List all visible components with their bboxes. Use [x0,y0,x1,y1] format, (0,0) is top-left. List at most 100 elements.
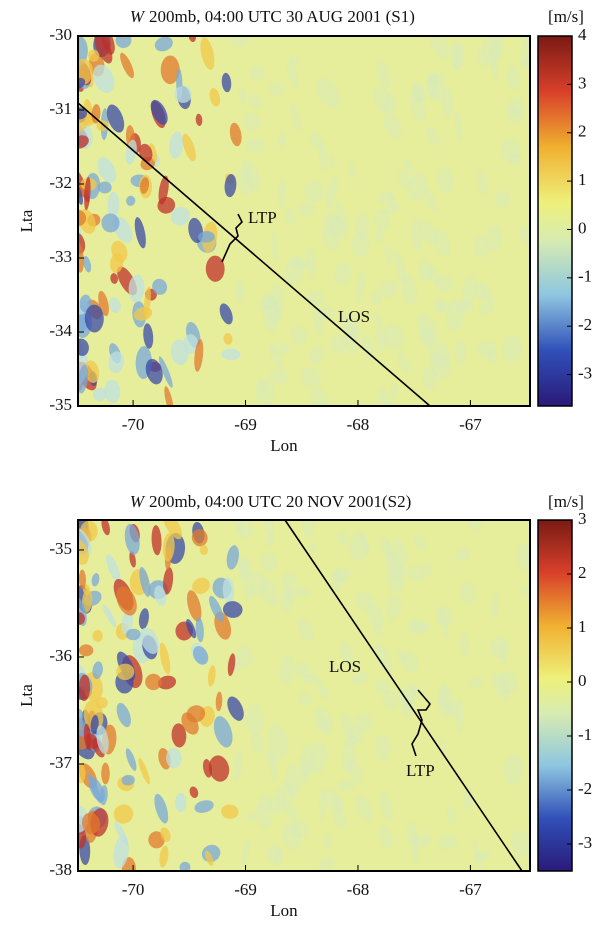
field-blob [277,132,287,148]
field-blob [191,529,208,547]
field-blob [398,690,414,712]
field-blob [78,569,86,590]
field-blob [140,627,160,655]
colorbar-tick-label: -3 [578,363,592,382]
field-blob [374,209,391,231]
field-blob [195,113,203,127]
y-tick-label: -37 [49,753,72,772]
field-blob [383,690,399,709]
field-blob [91,573,100,587]
field-blob [407,619,427,635]
y-axis-label: Lta [17,209,36,232]
field-blob [227,696,244,721]
field-blob [426,75,446,102]
colorbar [537,519,573,872]
field-blob [450,41,462,70]
field-blob [258,795,272,810]
field-blob [430,36,450,59]
field-blob [279,653,295,686]
field-blob [140,177,150,194]
field-blob [301,367,321,389]
field-blob [160,827,171,842]
field-blob [92,387,107,402]
field-blob [197,231,215,243]
field-blob [361,334,374,360]
field-blob [325,175,338,210]
field-blob [125,748,137,771]
field-blob [106,554,121,583]
field-blob [377,387,395,406]
field-blob [209,595,224,622]
field-blob [343,324,360,355]
field-blob [154,585,167,606]
field-blob [124,523,140,555]
y-tick-label: -35 [49,395,72,414]
field-blob [78,135,89,149]
field-blob [85,733,99,750]
field-blob [121,610,134,635]
field-blob [394,251,407,284]
annotation: LTP [406,761,435,780]
field-blob [269,342,290,355]
field-blob [174,85,192,103]
field-blob [281,585,294,612]
field-blob [233,520,243,534]
field-blob [502,335,523,362]
field-blob [478,302,494,315]
colorbar-tick-label: -1 [578,725,592,744]
x-tick-label: -70 [122,415,145,434]
field-blob [104,379,121,404]
field-blob [379,791,393,821]
field-blob [189,786,199,798]
field-blob [175,793,187,813]
field-blob [133,306,153,321]
field-blob [129,551,136,568]
y-tick-label: -31 [49,99,72,118]
field-blob [205,255,225,282]
field-blob [520,36,530,66]
field-blob [506,98,525,124]
field-blob [81,589,93,613]
y-tick-label: -30 [49,25,72,44]
field-blob [304,181,324,203]
field-blob [407,173,428,201]
field-blob [382,202,400,215]
field-blob [317,857,335,871]
field-blob [164,386,174,406]
field-blob [462,274,477,307]
field-blob [305,248,317,277]
field-blob [482,36,501,66]
field-blob [248,94,262,109]
field-blob [267,796,283,815]
field-blob [410,684,421,698]
field-blob [81,812,101,834]
colorbar-tick-label: 0 [578,671,587,690]
field-blob [472,838,483,871]
field-blob [78,364,89,394]
field-blob [233,751,243,781]
field-blob [412,84,424,103]
field-blob [169,131,184,159]
field-blob [446,805,457,824]
field-blob [516,543,530,572]
y-axis-label: Lta [17,684,36,707]
y-tick-label: -38 [49,860,72,879]
field-blob [208,755,230,782]
field-blob [163,567,174,595]
field-blob [411,218,423,252]
colorbar-tick-label: -3 [578,833,592,852]
colorbar-tick-label: 3 [578,509,587,528]
field-blob [260,578,279,607]
field-blob [298,692,312,706]
annotation: LOS [338,307,370,326]
field-blob [307,290,324,306]
field-blob [413,534,427,551]
field-blob [333,262,352,286]
field-blob [193,646,209,665]
field-blob [520,585,530,596]
field-blob [384,245,393,264]
field-blob [83,255,92,273]
field-blob [331,568,344,592]
title-symbol: W [130,7,146,26]
x-tick-label: -70 [122,880,145,899]
